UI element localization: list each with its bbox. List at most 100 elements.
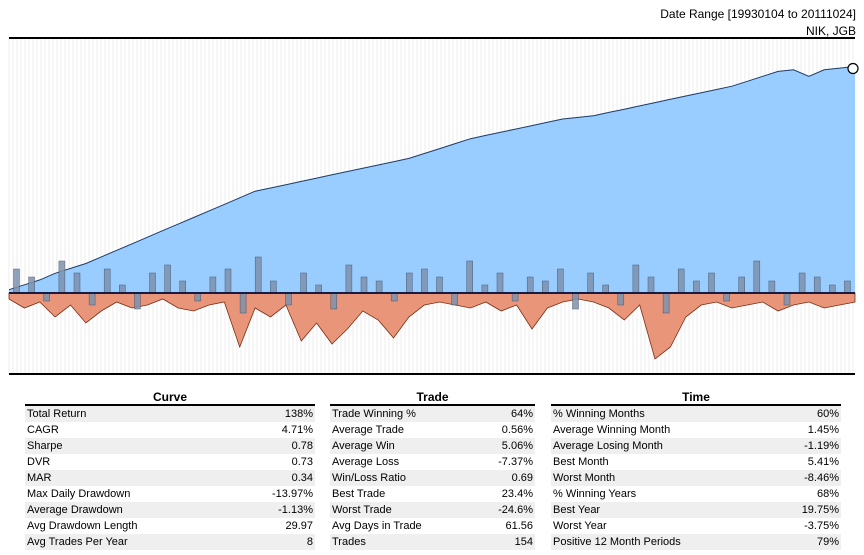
return-bar xyxy=(103,268,111,294)
stat-row: Positive 12 Month Periods 79% xyxy=(551,534,841,550)
return-bar xyxy=(88,292,96,306)
stat-row: Best Trade 23.4% xyxy=(330,486,535,502)
stat-value: -1.13% xyxy=(278,504,313,516)
equity-area xyxy=(9,66,855,293)
stat-row: % Winning Months 60% xyxy=(551,406,841,422)
return-bar xyxy=(572,292,579,310)
return-bar xyxy=(73,272,81,294)
stat-label: Best Year xyxy=(553,504,601,516)
stat-label: Average Trade xyxy=(332,424,404,436)
stat-value: 60% xyxy=(816,408,839,420)
stat-value: 68% xyxy=(816,488,839,500)
stat-row: Trade Winning % 64% xyxy=(330,406,535,422)
stat-row: Avg Drawdown Length 29.97 xyxy=(25,518,315,534)
return-bar xyxy=(134,292,141,310)
return-bar xyxy=(43,292,50,302)
trade-stats-panel: Trade Trade Winning % 64% Average Trade 0.5… xyxy=(330,390,535,550)
stat-row: Worst Year -3.75% xyxy=(551,518,841,534)
stat-row: Average Win 5.06% xyxy=(330,438,535,454)
stat-value: 154 xyxy=(514,536,533,548)
stat-value: 5.41% xyxy=(807,456,839,468)
stat-value: 19.75% xyxy=(801,504,839,516)
return-bar xyxy=(254,256,262,294)
stat-label: Positive 12 Month Periods xyxy=(553,536,681,548)
curve-stats-title: Curve xyxy=(25,390,315,406)
stat-row: Max Daily Drawdown -13.97% xyxy=(25,486,315,502)
date-range-label: Date Range [19930104 to 20111024] xyxy=(660,7,856,21)
stat-row: Average Drawdown -1.13% xyxy=(25,502,315,518)
time-stats-title: Time xyxy=(551,390,841,406)
stat-label: Best Month xyxy=(553,456,609,468)
return-bar xyxy=(662,292,670,314)
stat-row: % Winning Years 68% xyxy=(551,486,841,502)
return-bar xyxy=(315,284,322,294)
stat-row: DVR 0.73 xyxy=(25,454,315,470)
return-bar xyxy=(436,276,443,294)
trade-stats-title: Trade xyxy=(330,390,535,406)
stat-row: Average Losing Month -1.19% xyxy=(551,438,841,454)
stat-value: 0.73 xyxy=(291,456,313,468)
return-bar xyxy=(753,260,761,294)
return-bar xyxy=(602,284,609,294)
stat-value: 0.34 xyxy=(291,472,313,484)
return-bar xyxy=(723,292,730,302)
equity-line xyxy=(8,66,856,291)
stat-value: -3.75% xyxy=(804,520,839,532)
return-bar xyxy=(119,284,126,294)
return-bar xyxy=(194,292,202,302)
stat-value: 79% xyxy=(816,536,839,548)
equity-chart xyxy=(8,37,859,375)
stat-value: 0.56% xyxy=(501,424,533,436)
stat-value: 1.45% xyxy=(807,424,839,436)
stat-label: Worst Year xyxy=(553,520,607,532)
stat-row: Best Month 5.41% xyxy=(551,454,841,470)
stat-row: Worst Month -8.46% xyxy=(551,470,841,486)
return-bar xyxy=(360,276,368,294)
return-bar xyxy=(179,280,186,294)
stat-label: Sharpe xyxy=(27,440,63,452)
stat-row: Best Year 19.75% xyxy=(551,502,841,518)
return-bar xyxy=(58,260,66,294)
stat-row: Average Loss -7.37% xyxy=(330,454,535,470)
time-stats-panel: Time % Winning Months 60% Average Winning … xyxy=(551,390,841,550)
stat-label: CAGR xyxy=(27,424,59,436)
return-bar xyxy=(481,284,489,294)
return-bar xyxy=(496,272,504,294)
return-bar xyxy=(209,276,217,294)
stat-value: 64% xyxy=(510,408,533,420)
return-bar xyxy=(149,272,156,294)
return-bar xyxy=(224,268,232,294)
return-bar xyxy=(813,276,821,294)
return-bar xyxy=(844,280,851,294)
stat-label: Average Win xyxy=(332,440,395,452)
stat-row: MAR 0.34 xyxy=(25,470,315,486)
return-bar xyxy=(738,276,745,294)
stat-label: Worst Month xyxy=(553,472,616,484)
stat-value: 0.78 xyxy=(291,440,313,452)
stat-label: Average Winning Month xyxy=(553,424,671,436)
return-bar xyxy=(768,280,776,294)
stat-row: CAGR 4.71% xyxy=(25,422,315,438)
stat-label: Best Trade xyxy=(332,488,386,500)
stat-label: MAR xyxy=(27,472,52,484)
stat-label: Average Losing Month xyxy=(553,440,663,452)
stat-value: 0.69 xyxy=(511,472,533,484)
stat-value: 8 xyxy=(306,536,313,548)
stat-value: -1.19% xyxy=(804,440,839,452)
return-bar xyxy=(406,272,413,294)
stat-label: Trades xyxy=(332,536,366,548)
stat-value: 29.97 xyxy=(285,520,313,532)
return-bar xyxy=(28,276,35,294)
return-bar xyxy=(345,264,353,294)
return-bar xyxy=(526,276,534,294)
return-bar xyxy=(647,276,655,294)
stat-row: Avg Days in Trade 61.56 xyxy=(330,518,535,534)
stat-label: Average Drawdown xyxy=(27,504,123,516)
return-bar xyxy=(617,292,625,306)
stat-row: Avg Trades Per Year 8 xyxy=(25,534,315,550)
return-bar xyxy=(783,292,791,306)
stat-label: Win/Loss Ratio xyxy=(332,472,406,484)
stat-label: Avg Trades Per Year xyxy=(27,536,128,548)
stat-label: Avg Drawdown Length xyxy=(27,520,138,532)
return-bar xyxy=(390,292,398,302)
